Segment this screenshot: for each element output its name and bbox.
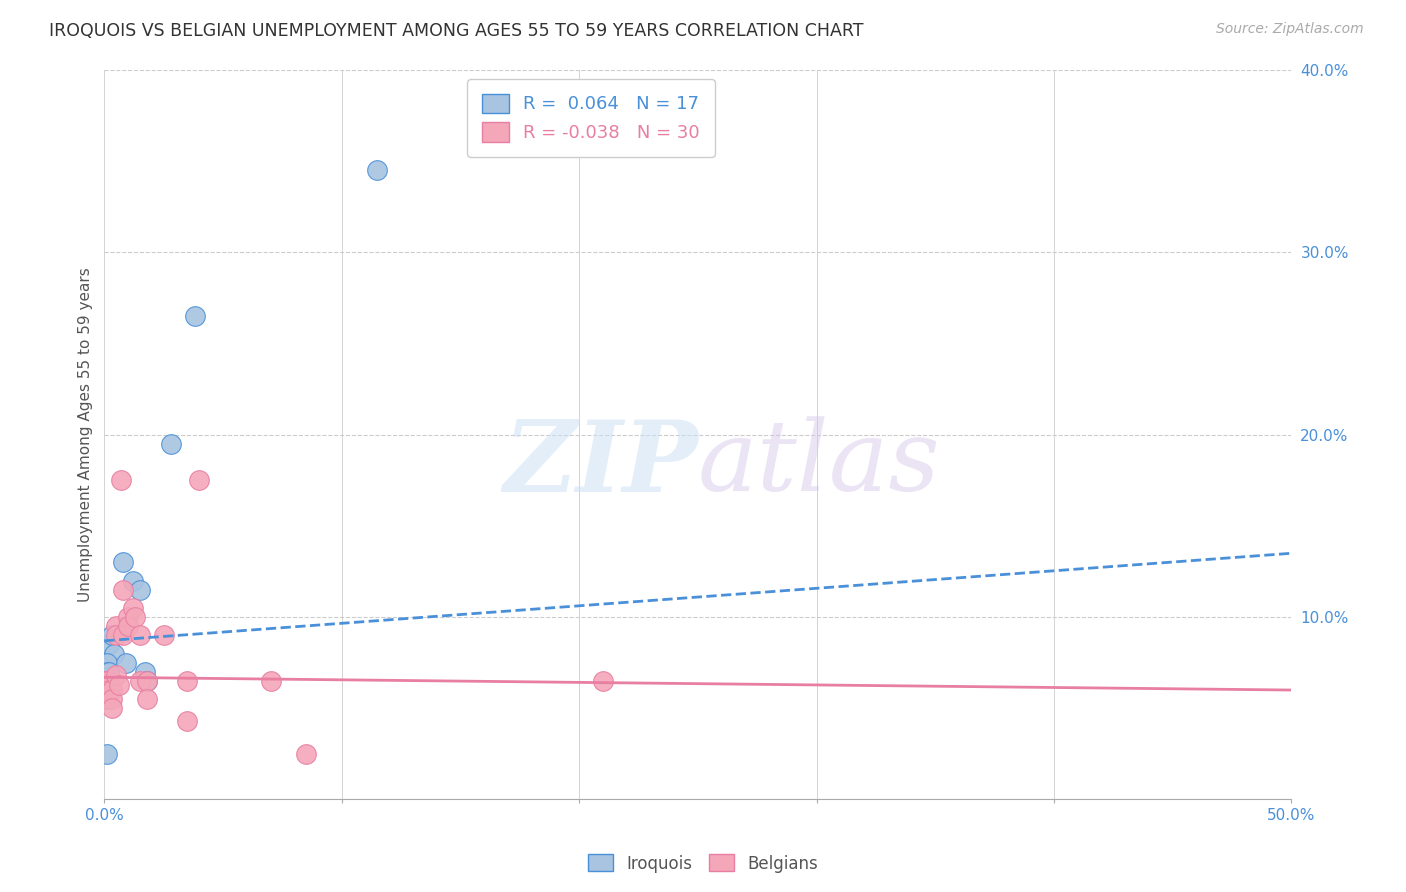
Point: [176, 673, 198, 688]
Point: [112, 582, 135, 597]
Point: [96, 747, 118, 761]
Point: [134, 665, 156, 679]
Text: Source: ZipAtlas.com: Source: ZipAtlas.com: [1216, 22, 1364, 37]
Point: [110, 474, 132, 488]
Point: [100, 683, 122, 698]
Point: [183, 310, 205, 324]
Point: [114, 656, 136, 670]
Point: [96, 692, 118, 706]
Text: IROQUOIS VS BELGIAN UNEMPLOYMENT AMONG AGES 55 TO 59 YEARS CORRELATION CHART: IROQUOIS VS BELGIAN UNEMPLOYMENT AMONG A…: [49, 22, 863, 40]
Point: [98, 637, 121, 651]
Point: [105, 668, 128, 682]
Point: [96, 656, 118, 670]
Point: [98, 665, 121, 679]
Point: [136, 673, 159, 688]
Point: [96, 665, 118, 679]
Point: [188, 474, 211, 488]
Point: [100, 628, 122, 642]
Point: [136, 692, 159, 706]
Point: [93, 677, 115, 691]
Point: [105, 619, 128, 633]
Point: [103, 647, 125, 661]
Point: [100, 692, 122, 706]
Point: [107, 677, 129, 691]
Point: [129, 582, 152, 597]
Point: [160, 437, 183, 451]
Text: atlas: atlas: [697, 417, 941, 512]
Y-axis label: Unemployment Among Ages 55 to 59 years: Unemployment Among Ages 55 to 59 years: [79, 268, 93, 602]
Point: [176, 714, 198, 728]
Point: [129, 673, 152, 688]
Point: [98, 683, 121, 698]
Point: [124, 610, 146, 624]
Point: [129, 628, 152, 642]
Point: [117, 619, 139, 633]
Point: [112, 555, 135, 569]
Point: [96, 673, 118, 688]
Point: [121, 574, 143, 588]
Point: [295, 747, 318, 761]
Point: [136, 673, 159, 688]
Point: [117, 610, 139, 624]
Legend: R =  0.064   N = 17, R = -0.038   N = 30: R = 0.064 N = 17, R = -0.038 N = 30: [467, 79, 714, 157]
Point: [592, 673, 614, 688]
Point: [105, 628, 128, 642]
Point: [152, 628, 174, 642]
Point: [100, 701, 122, 715]
Point: [259, 673, 281, 688]
Legend: Iroquois, Belgians: Iroquois, Belgians: [581, 847, 825, 880]
Point: [93, 673, 115, 688]
Text: ZIP: ZIP: [503, 416, 697, 512]
Point: [121, 601, 143, 615]
Point: [366, 163, 388, 178]
Point: [112, 628, 135, 642]
Point: [98, 677, 121, 691]
